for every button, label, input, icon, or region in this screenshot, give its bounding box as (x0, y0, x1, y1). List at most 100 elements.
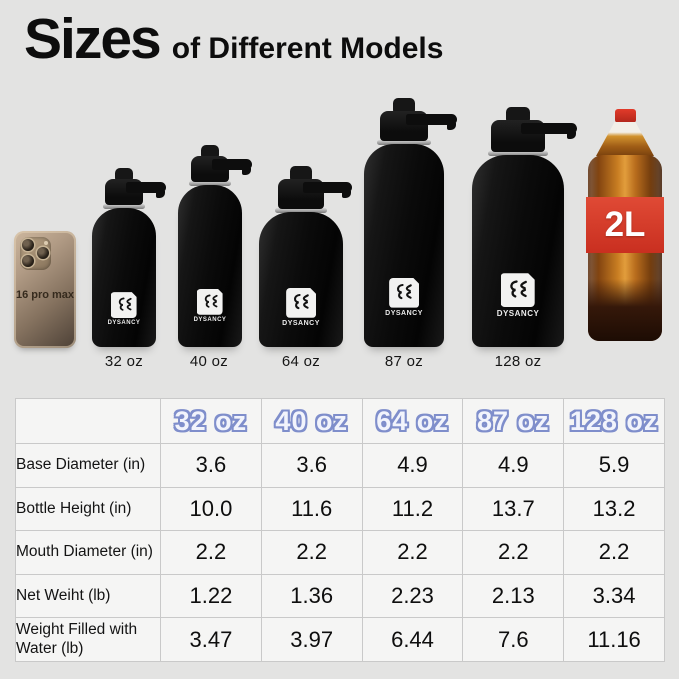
cell-value: 3.6 (160, 443, 262, 488)
brand-logo-mark-icon (111, 292, 137, 319)
caption-40oz: 40 oz (189, 353, 229, 370)
phone-label: 16 pro max (15, 289, 75, 301)
cell-value: 5.9 (563, 443, 665, 488)
cell-value: 11.6 (260, 486, 363, 532)
bottle-cap-handle (211, 159, 252, 175)
bottle-cap-handle (520, 123, 578, 139)
brand-name: DYSANCY (385, 309, 423, 317)
cell-value: 11.2 (361, 486, 464, 532)
bottle-cap-knob (393, 98, 415, 112)
cell-value: 1.22 (160, 573, 262, 619)
camera-lens-icon (22, 255, 34, 267)
table-row: Base Diameter (in) 3.6 3.6 4.9 4.9 5.9 (15, 443, 665, 488)
caption-64oz: 64 oz (281, 353, 321, 370)
brand-name: DYSANCY (282, 319, 320, 327)
page-title: Sizes of Different Models (24, 6, 443, 72)
cell-value: 2.2 (462, 530, 565, 575)
iphone-16-pro-max: 16 pro max (14, 231, 76, 348)
bottle-neck-ring (275, 208, 327, 213)
bottle-neck-ring (487, 151, 549, 156)
corner-cell (15, 398, 161, 444)
cell-value: 7.6 (462, 617, 565, 662)
bottle-cap-knob (201, 145, 219, 157)
table-row: Mouth Diameter (in) 2.2 2.2 2.2 2.2 2.2 (15, 530, 665, 575)
brand-name: DYSANCY (193, 316, 227, 323)
bottle-body: DYSANCY (259, 212, 343, 347)
spec-table: 32 oz 40 oz 64 oz 87 oz 128 oz Base Diam… (15, 398, 665, 662)
bottle-40oz: DYSANCY (178, 145, 252, 347)
bottle-cap-knob (506, 107, 530, 121)
cell-value: 2.2 (160, 530, 262, 575)
bottle-body: DYSANCY (364, 144, 444, 347)
bottle-neck-ring (377, 140, 431, 145)
cell-value: 3.47 (160, 617, 262, 662)
caption-87oz: 87 oz (384, 353, 424, 370)
bottle-body: DYSANCY (92, 208, 156, 347)
cell-value: 11.16 (563, 617, 665, 662)
table-row: Weight Filled with Water (lb) 3.47 3.97 … (15, 617, 665, 662)
brand-name: DYSANCY (496, 309, 540, 319)
brand-name: DYSANCY (107, 320, 141, 327)
brand-logo: DYSANCY (282, 287, 320, 327)
cell-value: 1.36 (260, 573, 363, 619)
cell-value: 3.6 (260, 443, 363, 488)
row-label: Bottle Height (in) (15, 486, 161, 532)
column-header-128oz: 128 oz (563, 398, 665, 444)
brand-logo-mark-icon (197, 288, 223, 315)
cell-value: 3.34 (563, 573, 665, 619)
brand-logo-mark-icon (285, 287, 316, 318)
column-header-32oz: 32 oz (160, 398, 262, 444)
cell-value: 2.2 (260, 530, 363, 575)
brand-logo: DYSANCY (385, 277, 423, 317)
camera-lens-icon (22, 239, 34, 251)
bottle-neck-ring (102, 204, 146, 209)
bottle-body: DYSANCY (472, 155, 564, 347)
cell-value: 2.2 (563, 530, 665, 575)
bottle-cap-handle (303, 182, 352, 198)
cell-value: 3.97 (260, 617, 363, 662)
camera-lens-icon (37, 247, 49, 259)
bottle-cap-knob (115, 168, 133, 180)
bottle-body: DYSANCY (178, 185, 242, 347)
phone-camera-module (20, 237, 51, 270)
brand-logo-mark-icon (388, 277, 419, 308)
cola-cap (614, 109, 636, 123)
cell-value: 13.2 (563, 486, 665, 532)
brand-logo: DYSANCY (108, 292, 141, 326)
bottle-cap-knob (290, 166, 312, 180)
title-subtitle: of Different Models (171, 32, 444, 65)
bottle-cap (491, 120, 578, 152)
bottle-87oz: DYSANCY (364, 98, 457, 347)
cola-neck (596, 122, 654, 156)
cell-value: 4.9 (361, 443, 464, 488)
column-header-87oz: 87 oz (462, 398, 565, 444)
bottle-32oz: DYSANCY (92, 168, 166, 347)
cell-value: 2.13 (462, 573, 565, 619)
bottle-64oz: DYSANCY (259, 166, 352, 347)
brand-logo-mark-icon (501, 273, 535, 308)
table-header-row: 32 oz 40 oz 64 oz 87 oz 128 oz (15, 398, 665, 444)
row-label: Mouth Diameter (in) (15, 530, 161, 575)
bottle-neck-ring (188, 181, 232, 186)
camera-flash-icon (44, 241, 48, 245)
bottle-cap-handle (125, 182, 166, 198)
caption-32oz: 32 oz (104, 353, 144, 370)
caption-128oz: 128 oz (494, 353, 542, 370)
cola-2l-bottle: 2L (586, 109, 664, 341)
bottle-cap (380, 111, 457, 141)
bottle-cap-handle (406, 114, 457, 130)
bottle-cap (278, 179, 352, 209)
bottle-cap (191, 156, 252, 182)
table-row: Bottle Height (in) 10.0 11.6 11.2 13.7 1… (15, 486, 665, 532)
column-header-64oz: 64 oz (361, 398, 464, 444)
row-label: Net Weiht (lb) (15, 573, 161, 619)
cell-value: 2.2 (361, 530, 464, 575)
cola-body: 2L (586, 155, 664, 341)
bottle-128oz: DYSANCY (472, 107, 578, 347)
column-header-40oz: 40 oz (260, 398, 363, 444)
bottle-cap (105, 179, 166, 205)
cola-label: 2L (586, 197, 664, 253)
cell-value: 10.0 (160, 486, 262, 532)
cell-value: 6.44 (361, 617, 464, 662)
cell-value: 4.9 (462, 443, 565, 488)
